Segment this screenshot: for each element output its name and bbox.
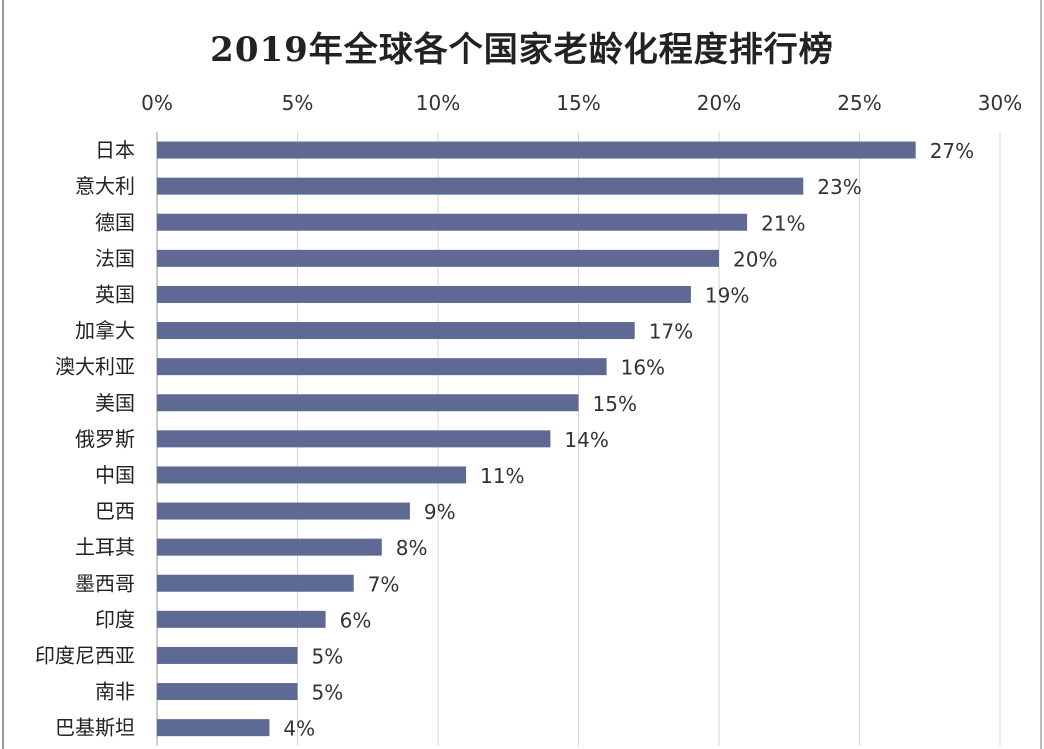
bar: [157, 285, 691, 303]
category-label: 中国: [95, 463, 135, 487]
category-label: 加拿大: [75, 319, 135, 343]
x-tick-label: 0%: [141, 91, 173, 115]
bar: [157, 430, 551, 448]
x-tick-label: 10%: [416, 91, 460, 115]
x-tick-label: 25%: [837, 91, 881, 115]
data-label: 27%: [930, 139, 974, 163]
category-label: 澳大利亚: [55, 355, 135, 379]
bar: [157, 538, 382, 556]
category-label: 德国: [95, 210, 135, 234]
bar: [157, 177, 804, 195]
category-label: 日本: [95, 138, 135, 162]
category-label: 印度: [95, 607, 135, 631]
category-label: 英国: [95, 282, 135, 306]
bar: [157, 466, 467, 484]
data-label: 9%: [424, 500, 456, 524]
data-label: 16%: [621, 356, 665, 380]
data-label: 8%: [396, 536, 428, 560]
bar: [157, 141, 916, 159]
bar: [157, 394, 579, 412]
category-label: 法国: [95, 246, 135, 270]
category-label: 土耳其: [75, 535, 135, 559]
category-label: 巴西: [95, 499, 135, 523]
category-label: 俄罗斯: [75, 427, 135, 451]
x-tick-label: 5%: [282, 91, 314, 115]
data-label: 11%: [480, 464, 524, 488]
bar: [157, 683, 298, 701]
data-label: 4%: [283, 717, 315, 741]
bar: [157, 574, 354, 592]
chart-title: 2019年全球各个国家老龄化程度排行榜: [210, 30, 834, 70]
category-label: 巴基斯坦: [55, 716, 135, 740]
x-tick-label: 20%: [697, 91, 741, 115]
bar: [157, 646, 298, 664]
bar: [157, 322, 635, 340]
category-label: 南非: [95, 680, 135, 704]
bar: [157, 502, 410, 520]
category-label: 印度尼西亚: [35, 643, 135, 667]
category-label: 美国: [95, 391, 135, 415]
data-label: 21%: [761, 211, 805, 235]
data-label: 7%: [368, 572, 400, 596]
data-label: 20%: [733, 247, 777, 271]
category-label: 墨西哥: [75, 571, 135, 595]
data-label: 15%: [593, 392, 637, 416]
bar: [157, 213, 748, 231]
data-label: 19%: [705, 283, 749, 307]
bar: [157, 249, 719, 267]
data-label: 17%: [649, 320, 693, 344]
x-tick-label: 30%: [978, 91, 1022, 115]
bar: [157, 358, 607, 376]
data-label: 14%: [564, 428, 608, 452]
category-label: 意大利: [75, 174, 135, 198]
bar: [157, 719, 270, 737]
x-tick-label: 15%: [556, 91, 600, 115]
data-label: 5%: [312, 644, 344, 668]
data-label: 6%: [340, 608, 372, 632]
data-label: 23%: [817, 175, 861, 199]
data-label: 5%: [312, 681, 344, 705]
bar: [157, 610, 326, 628]
